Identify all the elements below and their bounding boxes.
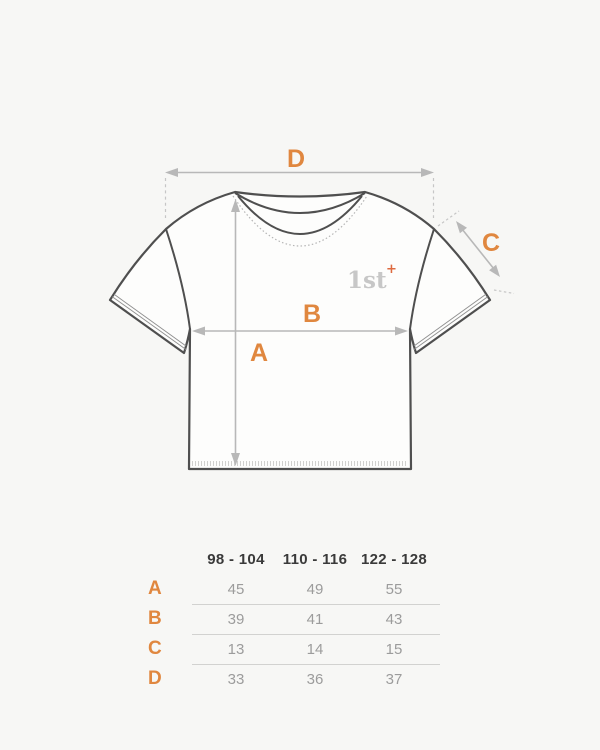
collar-band-inner [237,195,363,235]
size-value: 37 [385,671,403,688]
measurement-row-label: B [148,608,162,629]
size-value: 13 [227,641,245,658]
sleeve-seam-right [409,228,435,330]
size-value: 55 [385,580,403,598]
dim-arrowhead-c-bottom [489,264,500,277]
size-value: 49 [306,580,324,598]
sleeve-stitch-left-1 [112,296,187,351]
sleeve-stitch-left-2 [113,293,187,347]
table-row-a: A 45 49 55 [148,574,440,604]
table-row-d: D 33 36 37 [148,664,440,694]
table-row-b: B 39 41 43 [148,604,440,634]
size-value: 33 [227,671,245,688]
measurement-row-label: D [148,668,162,689]
size-column-header: 98 - 104 [207,550,265,568]
size-value: 41 [306,611,324,628]
measurement-row-label: A [148,578,162,599]
dim-arrowhead-b-left [192,326,205,336]
size-value: 15 [385,641,403,658]
size-value: 45 [227,580,245,598]
dim-label-a: A [250,339,268,367]
size-value: 14 [306,641,324,658]
dim-arrowhead-c-top [456,221,467,234]
dim-arrowhead-d-right [421,168,434,177]
size-column-header: 122 - 128 [360,550,428,568]
c-tick-bottom [493,289,515,295]
collar-stitch [232,195,368,247]
dim-line-c [461,228,495,270]
dim-label-b: B [303,300,321,328]
size-value: 36 [306,671,324,688]
brand-logo-text: 1st [347,267,387,294]
sleeve-seam-left [165,228,191,330]
collar-band-outer [234,192,366,214]
size-value: 39 [227,611,245,628]
dim-arrowhead-a-bottom [231,453,240,466]
header-spacer [148,544,192,574]
dim-arrowhead-b-right [395,326,408,336]
sleeve-stitch-right-2 [413,293,487,347]
dim-arrowhead-d-left [165,168,178,177]
dim-label-c: C [482,229,500,257]
brand-logo-plus-icon: + [386,262,397,277]
table-row-c: C 13 14 15 [148,634,440,664]
tshirt-measurement-diagram: D A B C 1st + [108,145,515,471]
size-table-header-row: 98 - 104 110 - 116 122 - 128 [148,544,440,574]
size-table: 98 - 104 110 - 116 122 - 128 A 45 49 55 … [148,544,440,694]
dim-arrowhead-a-top [231,199,240,212]
size-value: 43 [385,611,403,628]
size-column-header: 110 - 116 [282,550,348,568]
measurement-row-label: C [148,638,162,659]
sleeve-stitch-right-1 [413,296,488,351]
c-tick-top [437,210,460,227]
dim-label-d: D [287,145,305,173]
